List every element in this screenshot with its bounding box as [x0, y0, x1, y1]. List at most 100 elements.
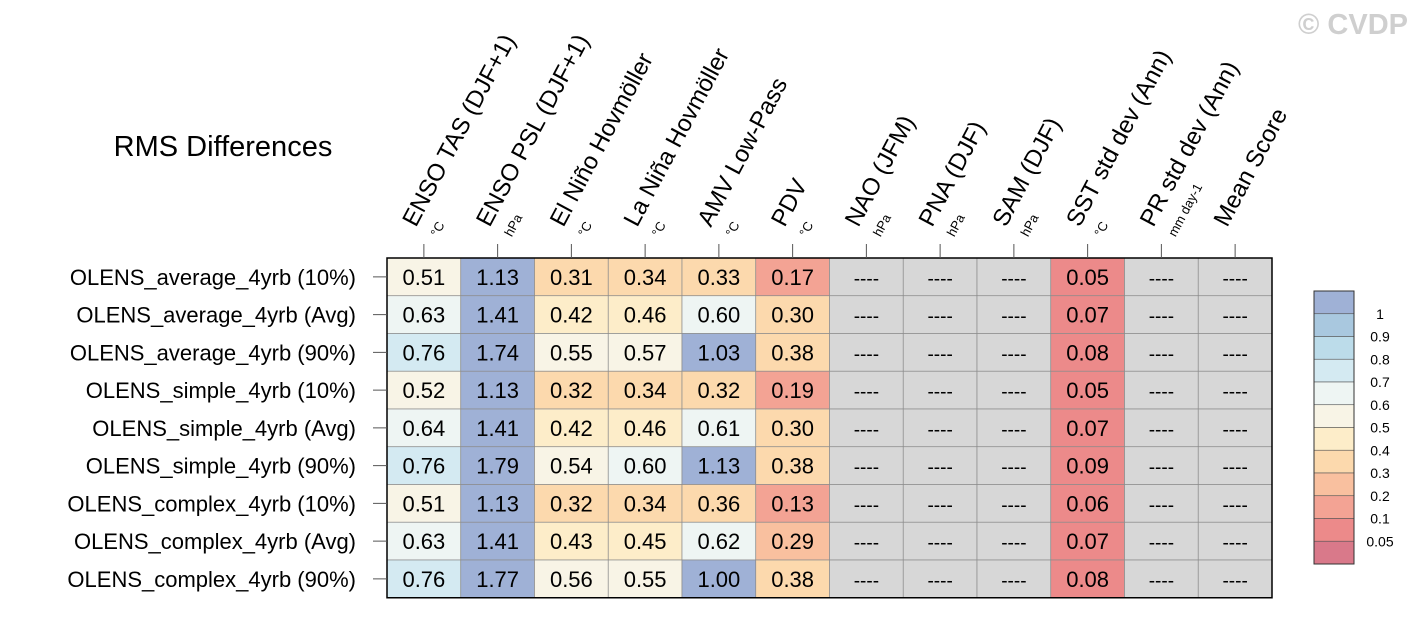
cell-value-label: 0.55: [550, 340, 593, 365]
heatmap-cell: [1124, 484, 1199, 523]
cell-value-label: ----: [1222, 420, 1247, 441]
cell-value-label: 1.03: [697, 340, 740, 365]
colorbar-swatch: [1313, 336, 1355, 360]
cell-value-label: ----: [1149, 571, 1174, 592]
heatmap-cell: [386, 333, 462, 372]
cell-value-label: ----: [927, 344, 952, 365]
cell-value-label: ----: [927, 533, 952, 554]
heatmap-cell: [1197, 257, 1273, 297]
heatmap-cell: [1124, 333, 1199, 372]
column-unit: hPa: [501, 211, 525, 239]
colorbar-swatch: [1313, 540, 1355, 565]
cell-value-label: ----: [927, 382, 952, 403]
column-unit: °C: [649, 219, 669, 239]
heatmap-cell: [1050, 521, 1125, 561]
column-unit: °C: [427, 219, 447, 239]
cell-value-label: 0.46: [624, 303, 667, 328]
cell-value-label: 1.13: [697, 454, 740, 479]
cell-value-label: 0.38: [771, 454, 814, 479]
row-label: OLENS_simple_4yrb (Avg): [92, 416, 356, 441]
cell-value-label: 0.06: [1066, 491, 1109, 516]
heatmap-cell: [1124, 370, 1199, 410]
cell-value-label: 0.51: [402, 491, 445, 516]
heatmap-cell: [1197, 370, 1273, 410]
cell-value-label: ----: [1222, 382, 1247, 403]
cell-value-label: 0.07: [1066, 529, 1109, 554]
heatmap-cell: [681, 333, 757, 372]
heatmap-cell: [755, 484, 830, 523]
row-label: OLENS_average_4yrb (Avg): [76, 303, 356, 328]
colorbar-swatch: [1313, 472, 1355, 497]
row-label: OLENS_complex_4yrb (10%): [67, 491, 356, 516]
column-unit: hPa: [870, 211, 894, 239]
column-label: Mean Score: [1209, 104, 1294, 231]
cell-value-label: 0.43: [550, 529, 593, 554]
heatmap-cell: [460, 295, 535, 334]
cell-value-label: ----: [1149, 269, 1174, 290]
cell-value-label: ----: [1222, 269, 1247, 290]
cell-value-label: ----: [1001, 458, 1026, 479]
cell-value-label: 1.41: [476, 303, 519, 328]
column-unit: °C: [1091, 219, 1111, 239]
cell-value-label: 0.29: [771, 529, 814, 554]
heatmap-cell: [681, 408, 757, 448]
colorbar-swatch: [1313, 518, 1355, 542]
heatmap-cell: [976, 370, 1052, 410]
cell-value-label: ----: [854, 533, 879, 554]
colorbar-tick-label: 0.9: [1370, 329, 1390, 345]
cell-value-label: 0.34: [624, 491, 667, 516]
cell-value-label: 1.13: [476, 491, 519, 516]
cell-value-label: 0.32: [697, 378, 740, 403]
heatmap-cell: [755, 257, 830, 297]
cell-value-label: 0.63: [402, 303, 445, 328]
cell-value-label: 0.09: [1066, 454, 1109, 479]
cell-value-label: 0.51: [402, 265, 445, 290]
cell-value-label: 0.42: [550, 303, 593, 328]
cell-value-label: 0.31: [550, 265, 593, 290]
heatmap-cell: [607, 484, 683, 523]
colorbar-tick-label: 0.05: [1366, 533, 1393, 549]
cell-value-label: ----: [854, 382, 879, 403]
heatmap-cell: [460, 559, 535, 599]
colorbar-tick-label: 0.6: [1370, 397, 1390, 413]
column-unit: °C: [796, 219, 816, 239]
cell-value-label: ----: [854, 420, 879, 441]
cell-value-label: 0.07: [1066, 416, 1109, 441]
heatmap-cell: [829, 484, 904, 523]
cell-value-label: ----: [1001, 307, 1026, 328]
heatmap-cell: [902, 446, 978, 485]
heatmap-cell: [1050, 295, 1125, 334]
heatmap-cell: [534, 484, 609, 523]
column-header: Mean Score: [1209, 104, 1294, 231]
cell-value-label: 0.17: [771, 265, 814, 290]
cell-value-label: ----: [927, 269, 952, 290]
cell-value-label: 0.34: [624, 265, 667, 290]
heatmap-cell: [607, 257, 683, 297]
cell-value-label: 0.76: [402, 567, 445, 592]
row-label: OLENS_average_4yrb (10%): [70, 265, 356, 290]
cell-value-label: ----: [1001, 571, 1026, 592]
heatmap-cell: [902, 408, 978, 448]
cell-value-label: 0.46: [624, 416, 667, 441]
cell-value-label: ----: [1149, 420, 1174, 441]
cell-value-label: 0.32: [550, 378, 593, 403]
cell-value-label: 0.38: [771, 340, 814, 365]
heatmap-cell: [829, 408, 904, 448]
cell-value-label: 0.38: [771, 567, 814, 592]
cell-value-label: 1.74: [476, 340, 519, 365]
cell-value-label: ----: [1001, 344, 1026, 365]
heatmap-cell: [976, 446, 1052, 485]
heatmap-cell: [1050, 257, 1125, 297]
cell-value-label: 0.56: [550, 567, 593, 592]
cell-value-label: 0.62: [697, 529, 740, 554]
heatmap-cell: [681, 521, 757, 561]
heatmap-cell: [386, 257, 462, 297]
heatmap-cell: [607, 446, 683, 485]
colorbar-swatch: [1313, 404, 1355, 428]
heatmap-cell: [1197, 559, 1273, 599]
cell-value-label: ----: [927, 458, 952, 479]
cell-value-label: 0.52: [402, 378, 445, 403]
cell-value-label: ----: [1001, 382, 1026, 403]
heatmap-cell: [460, 408, 535, 448]
cell-value-label: 0.57: [624, 340, 667, 365]
